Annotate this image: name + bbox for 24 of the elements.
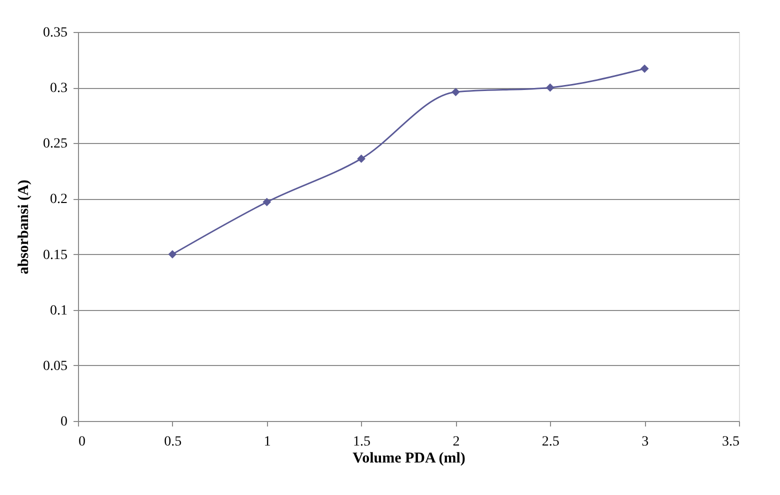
x-tick-label: 0: [78, 434, 86, 450]
point: [262, 198, 272, 206]
point: [452, 88, 460, 96]
y-tick-label: 0: [60, 414, 68, 430]
point: [168, 250, 177, 258]
point: [640, 64, 649, 73]
y-tick-label: 0.3: [50, 81, 68, 96]
y-tick-label: 0.2: [50, 192, 68, 208]
x-tick-label: 3: [642, 434, 649, 450]
y-tick-label: 0.35: [43, 26, 68, 40]
y-tick-label: 0.1: [50, 303, 68, 318]
x-tick-label: 1: [264, 434, 271, 450]
y-axis-title: absorbansi (A): [16, 180, 32, 274]
x-tick-label: 3.5: [722, 434, 740, 450]
x-tick-label: 2: [452, 434, 460, 450]
y-tick-label: 0.15: [43, 248, 68, 263]
point: [357, 154, 366, 163]
x-tick-label: 2.5: [542, 434, 560, 450]
point: [546, 83, 554, 92]
y-tick-label: 0.25: [43, 136, 68, 152]
x-tick-label: 0.5: [164, 434, 182, 450]
y-tick-label: 0.05: [43, 358, 68, 374]
x-axis-title: Volume PDA (ml): [352, 450, 466, 466]
x-tick-label: 1.5: [353, 434, 371, 450]
